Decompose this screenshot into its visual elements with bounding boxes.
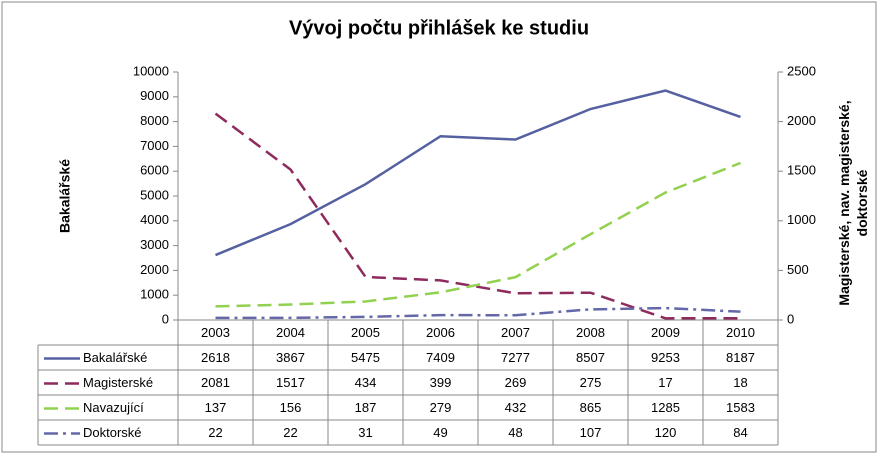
table-value: 275 — [580, 375, 602, 390]
y-tick-label: 6000 — [140, 163, 169, 178]
x-tick-label: 2004 — [276, 325, 305, 340]
x-tick-label: 2005 — [351, 325, 380, 340]
legend-label: Magisterské — [83, 375, 153, 390]
table-value: 399 — [430, 375, 452, 390]
table-value: 1285 — [651, 400, 680, 415]
x-tick-label: 2007 — [501, 325, 530, 340]
series-line — [215, 89, 741, 257]
y-axis-label: Bakalářské — [57, 159, 73, 233]
y2-tick-label: 1500 — [787, 163, 816, 178]
x-tick-label: 2010 — [726, 325, 755, 340]
table-value: 22 — [208, 425, 222, 440]
table-value: 17 — [658, 375, 672, 390]
y-tick-label: 7000 — [140, 138, 169, 153]
table-value: 7277 — [501, 350, 530, 365]
y2-tick-label: 2500 — [787, 63, 816, 78]
x-tick-label: 2009 — [651, 325, 680, 340]
table-value: 9253 — [651, 350, 680, 365]
x-tick-label: 2006 — [426, 325, 455, 340]
x-tick-label: 2003 — [201, 325, 230, 340]
table-value: 8187 — [726, 350, 755, 365]
series-line — [214, 112, 741, 320]
legend-label: Bakalářské — [83, 350, 147, 365]
y-tick-label: 10000 — [133, 63, 169, 78]
table-value: 434 — [355, 375, 377, 390]
table-value: 120 — [655, 425, 677, 440]
table-value: 22 — [283, 425, 297, 440]
series-line — [215, 161, 741, 308]
table-value: 84 — [733, 425, 747, 440]
y2-tick-label: 1000 — [787, 212, 816, 227]
y-tick-label: 4000 — [140, 212, 169, 227]
legend-label: Navazující — [83, 400, 144, 415]
table-value: 49 — [433, 425, 447, 440]
y2-axis-label: Magisterské, nav. magisterské, doktorské — [836, 100, 870, 306]
y-tick-label: 5000 — [140, 187, 169, 202]
y-tick-label: 1000 — [140, 287, 169, 302]
table-value: 1517 — [276, 375, 305, 390]
table-value: 187 — [355, 400, 377, 415]
table-value: 8507 — [576, 350, 605, 365]
table-value: 7409 — [426, 350, 455, 365]
y-tick-label: 8000 — [140, 113, 169, 128]
table-value: 18 — [733, 375, 747, 390]
y-tick-label: 2000 — [140, 262, 169, 277]
table-value: 156 — [280, 400, 302, 415]
table-value: 5475 — [351, 350, 380, 365]
table-value: 48 — [508, 425, 522, 440]
y2-tick-label: 500 — [787, 262, 809, 277]
y-tick-label: 0 — [162, 311, 169, 326]
table-value: 865 — [580, 400, 602, 415]
legend-label: Doktorské — [83, 425, 142, 440]
table-value: 3867 — [276, 350, 305, 365]
table-value: 137 — [205, 400, 227, 415]
y-tick-label: 9000 — [140, 88, 169, 103]
table-value: 2618 — [201, 350, 230, 365]
x-tick-label: 2008 — [576, 325, 605, 340]
table-value: 31 — [358, 425, 372, 440]
y-tick-label: 3000 — [140, 237, 169, 252]
table-value: 107 — [580, 425, 602, 440]
table-value: 2081 — [201, 375, 230, 390]
y2-tick-label: 0 — [787, 311, 794, 326]
table-value: 432 — [505, 400, 527, 415]
table-value: 1583 — [726, 400, 755, 415]
table-value: 279 — [430, 400, 452, 415]
chart-title: Vývoj počtu přihlášek ke studiu — [289, 17, 589, 39]
table-value: 269 — [505, 375, 527, 390]
series-line — [215, 306, 741, 320]
y2-tick-label: 2000 — [787, 113, 816, 128]
